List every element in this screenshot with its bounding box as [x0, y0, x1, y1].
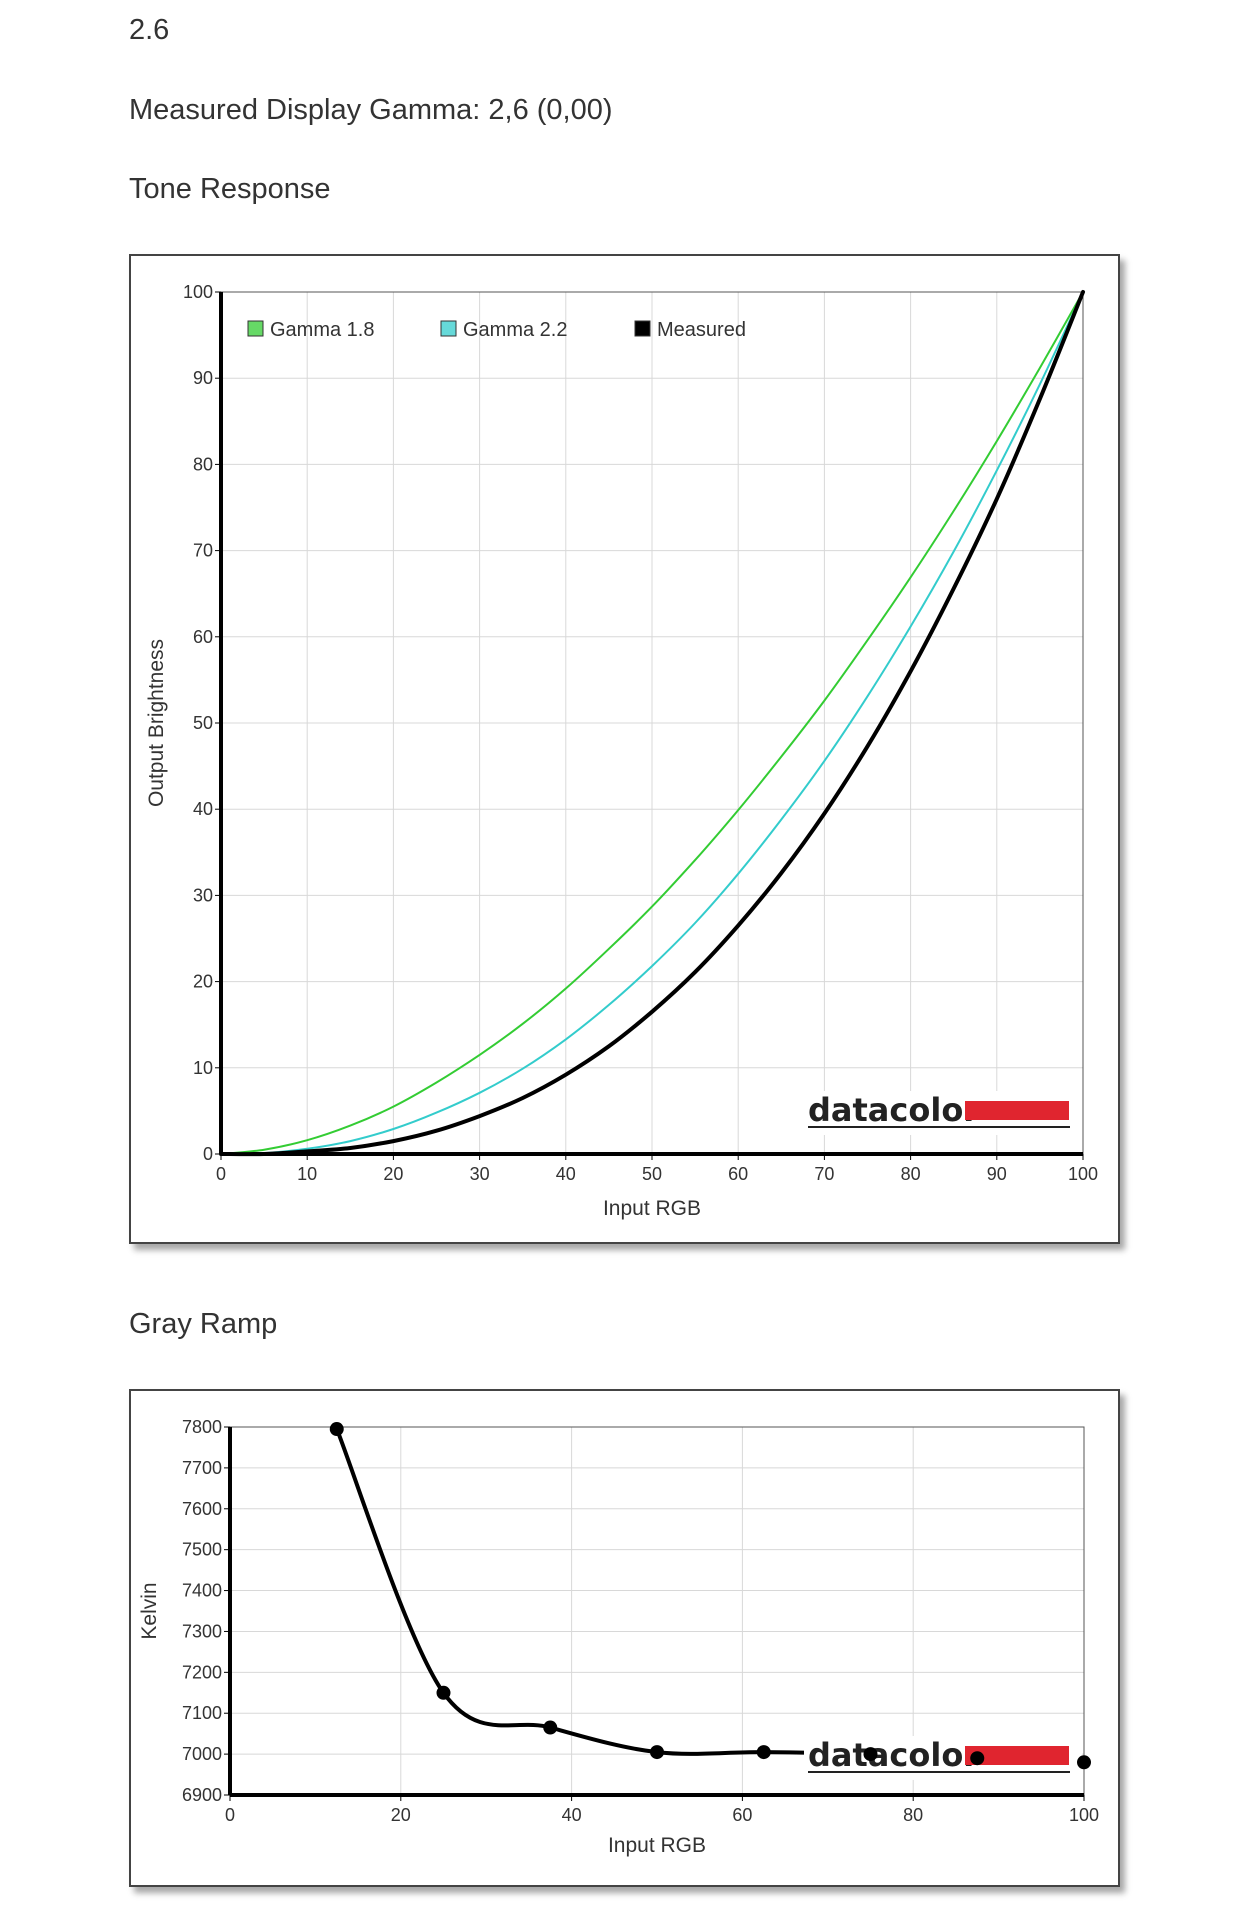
- y-tick-label: 90: [193, 368, 213, 388]
- kelvin-data-point: [970, 1751, 985, 1766]
- x-tick-label: 0: [216, 1164, 226, 1184]
- kelvin-series-line: [334, 1427, 1086, 1765]
- tone-response-chart: 0 10 20 30 40 50 60 70 80 90 100 0 10 20 30 40 50 60 70 80 9…: [145, 282, 1098, 1220]
- y-tick-label: 6900: [182, 1785, 222, 1805]
- x-tick-label: 10: [297, 1164, 317, 1184]
- logo-underline: [808, 1771, 1070, 1773]
- y-tick-label: 80: [193, 454, 213, 474]
- y-tick-label: 60: [193, 627, 213, 647]
- x-tick-label: 80: [903, 1805, 923, 1825]
- kelvin-data-point: [650, 1745, 664, 1760]
- logo-red-bar: [965, 1101, 1069, 1120]
- y-tick-label: 7400: [182, 1581, 222, 1601]
- legend-entry: Measured: [634, 319, 746, 341]
- x-tick-label: 0: [225, 1805, 235, 1825]
- x-tick-label: 40: [562, 1805, 582, 1825]
- series-line-gamma-2-2: [220, 291, 1084, 1155]
- x-tick-label: 40: [556, 1164, 576, 1184]
- legend-label: Gamma 1.8: [270, 319, 374, 341]
- legend-swatch: [440, 320, 457, 337]
- kelvin-data-point: [543, 1720, 558, 1735]
- y-tick-label: 7000: [182, 1744, 222, 1764]
- y-tick-label: 70: [193, 541, 213, 561]
- x-tick-label: 20: [383, 1164, 403, 1184]
- legend-label: Measured: [657, 319, 746, 341]
- y-tick-label: 100: [183, 282, 213, 302]
- y-tick-label: 40: [193, 799, 213, 819]
- y-axis-title: Output Brightness: [145, 639, 168, 807]
- series-line-gamma-1-8: [220, 291, 1084, 1155]
- gray-ramp-chart-box: 0 20 40 60 80 100 6900 7000 7100 7200 7300 7400 7500…: [129, 1389, 1120, 1887]
- y-tick-label: 20: [193, 972, 213, 992]
- x-tick-label: 100: [1069, 1805, 1099, 1825]
- x-tick-label: 50: [642, 1164, 662, 1184]
- logo-text: datacolor: [808, 1091, 979, 1129]
- logo-red-bar: [965, 1746, 1069, 1765]
- y-tick-label: 50: [193, 713, 213, 733]
- series-line-measured: [219, 290, 1085, 1157]
- y-tick-label: 7300: [182, 1621, 222, 1641]
- x-tick-label: 30: [470, 1164, 490, 1184]
- x-tick-label: 80: [901, 1164, 921, 1184]
- y-tick-label: 7800: [182, 1417, 222, 1437]
- gamma-value-heading: 2.6: [129, 14, 170, 46]
- legend-label: Gamma 2.2: [463, 319, 567, 341]
- y-tick-label: 0: [203, 1144, 213, 1164]
- legend-swatch: [634, 320, 651, 337]
- kelvin-data-point: [436, 1685, 451, 1700]
- gray-ramp-heading: Gray Ramp: [129, 1308, 278, 1340]
- x-tick-label: 90: [987, 1164, 1007, 1184]
- x-tick-label: 60: [732, 1805, 752, 1825]
- x-tick-label: 60: [728, 1164, 748, 1184]
- datacolor-logo: datacolor: [804, 1091, 1082, 1135]
- kelvin-data-point: [863, 1747, 878, 1762]
- kelvin-data-point: [329, 1422, 344, 1437]
- y-tick-label: 7100: [182, 1703, 222, 1723]
- kelvin-data-point: [1077, 1755, 1091, 1770]
- x-tick-label: 70: [814, 1164, 834, 1184]
- legend-swatch: [247, 320, 264, 337]
- y-tick-label: 10: [193, 1058, 213, 1078]
- legend-entry: Gamma 2.2: [440, 319, 567, 341]
- gray-ramp-chart: 0 20 40 60 80 100 6900 7000 7100 7200 7300 7400 7500…: [138, 1417, 1099, 1857]
- tone-response-heading: Tone Response: [129, 173, 331, 205]
- y-tick-label: 7500: [182, 1540, 222, 1560]
- y-axis-title: Kelvin: [138, 1582, 161, 1639]
- legend-entry: Gamma 1.8: [247, 319, 374, 341]
- tone-response-chart-box: 0 10 20 30 40 50 60 70 80 90 100 0 10 20 30 40 50 60 70 80 9…: [129, 254, 1120, 1244]
- x-axis-title: Input RGB: [603, 1197, 701, 1220]
- y-tick-label: 7200: [182, 1662, 222, 1682]
- measured-gamma-heading: Measured Display Gamma: 2,6 (0,00): [129, 94, 613, 126]
- logo-text: datacolor: [808, 1736, 979, 1774]
- x-tick-label: 20: [391, 1805, 411, 1825]
- y-tick-label: 7600: [182, 1499, 222, 1519]
- y-tick-label: 30: [193, 885, 213, 905]
- logo-underline: [808, 1126, 1070, 1128]
- x-tick-label: 100: [1068, 1164, 1098, 1184]
- x-axis-title: Input RGB: [608, 1834, 706, 1857]
- y-tick-label: 7700: [182, 1458, 222, 1478]
- kelvin-data-point: [756, 1745, 771, 1760]
- datacolor-logo: datacolor: [804, 1736, 1082, 1780]
